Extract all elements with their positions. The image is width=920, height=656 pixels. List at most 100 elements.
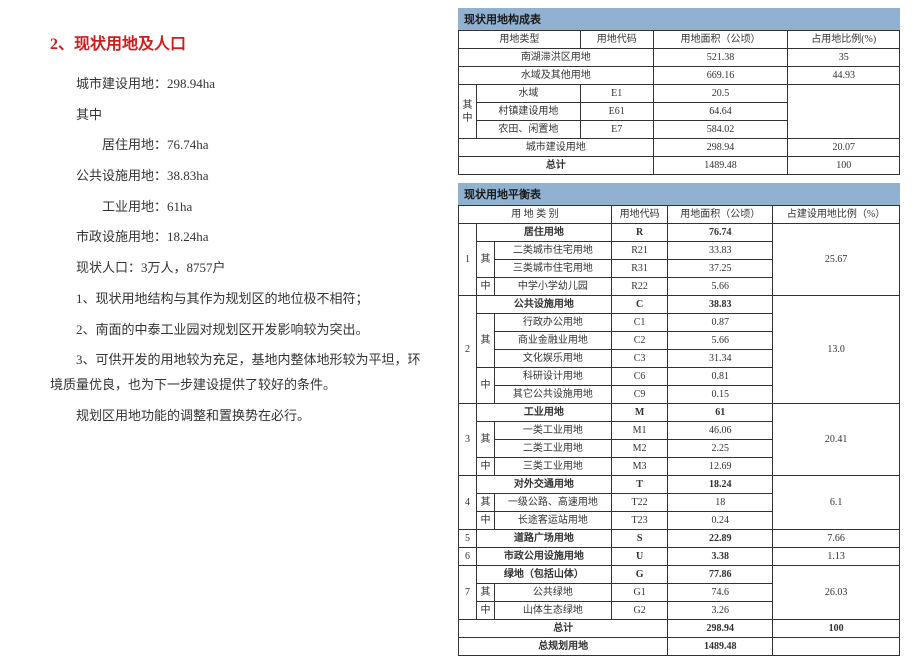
left-text-column: 2、现状用地及人口 城市建设用地：298.94ha 其中 居住用地：76.74h… — [0, 0, 450, 651]
cell-sub-area: 33.83 — [668, 242, 773, 260]
cell-sub-name: 山体生态绿地 — [495, 602, 612, 620]
table-row: 总计 298.94 100 — [459, 620, 900, 638]
cell-sub-code: M1 — [611, 422, 668, 440]
cell-zhong: 中 — [477, 602, 495, 620]
cell-sub-code: M2 — [611, 440, 668, 458]
table-row: 总计 1489.48 100 — [459, 157, 900, 175]
section-title: 2、现状用地及人口 — [50, 30, 430, 54]
cell-sub-code: T23 — [611, 512, 668, 530]
cell-blank — [788, 85, 900, 139]
cell-qi: 其 — [477, 494, 495, 512]
cell-sub-name: 行政办公用地 — [495, 314, 612, 332]
cell-area: 669.16 — [653, 67, 788, 85]
cell-sub-code: G2 — [611, 602, 668, 620]
cell-head-name: 市政公用设施用地 — [477, 548, 612, 566]
cell-sub-name: 公共绿地 — [495, 584, 612, 602]
col-area: 用地面积（公顷） — [668, 206, 773, 224]
line-residential: 居住用地：76.74ha — [50, 133, 430, 158]
table-row: 城市建设用地 298.94 20.07 — [459, 139, 900, 157]
line-which: 其中 — [50, 103, 430, 128]
cell-total-area: 1489.48 — [653, 157, 788, 175]
cell-sub-code: G1 — [611, 584, 668, 602]
col-pct: 占建设用地比例（%） — [773, 206, 900, 224]
cell-sub-code: C1 — [611, 314, 668, 332]
table-row: 南湖滞洪区用地 521.38 35 — [459, 49, 900, 67]
cell-name: 农田、闲置地 — [477, 121, 581, 139]
cell-sub-code: M3 — [611, 458, 668, 476]
table-row: 水域及其他用地 669.16 44.93 — [459, 67, 900, 85]
cell-head-area: 77.86 — [668, 566, 773, 584]
cell-idx: 7 — [459, 566, 477, 620]
cell-area: 64.64 — [653, 103, 788, 121]
col-type: 用 地 类 别 — [459, 206, 612, 224]
cell-code: E7 — [580, 121, 653, 139]
cell-sub-code: R31 — [611, 260, 668, 278]
cell-pct: 25.67 — [773, 224, 900, 296]
cell-idx: 2 — [459, 296, 477, 404]
table-row: 用 地 类 别 用地代码 用地面积（公顷） 占建设用地比例（%） — [459, 206, 900, 224]
cell-head-area: 3.38 — [668, 548, 773, 566]
cell-sub-area: 3.26 — [668, 602, 773, 620]
cell-sub-area: 18 — [668, 494, 773, 512]
cell-code: E61 — [580, 103, 653, 121]
table-row: 5道路广场用地S22.897.66 — [459, 530, 900, 548]
cell-pct: 20.07 — [788, 139, 900, 157]
cell-name: 南湖滞洪区用地 — [459, 49, 654, 67]
cell-pct: 26.03 — [773, 566, 900, 620]
table-row: 6市政公用设施用地U3.381.13 — [459, 548, 900, 566]
table-row: 总规划用地 1489.48 — [459, 638, 900, 656]
table1-title: 现状用地构成表 — [458, 8, 900, 30]
cell-pct: 6.1 — [773, 476, 900, 530]
cell-sub-name: 科研设计用地 — [495, 368, 612, 386]
cell-pct: 44.93 — [788, 67, 900, 85]
para-1: 1、现状用地结构与其作为规划区的地位极不相符； — [50, 287, 430, 312]
cell-sub-area: 0.81 — [668, 368, 773, 386]
cell-sub-area: 2.25 — [668, 440, 773, 458]
cell-head-name: 道路广场用地 — [477, 530, 612, 548]
table-row: 2公共设施用地C38.8313.0 — [459, 296, 900, 314]
cell-qi: 其 — [477, 242, 495, 278]
col-type: 用地类型 — [459, 31, 581, 49]
cell-head-code: U — [611, 548, 668, 566]
cell-zhong: 中 — [477, 368, 495, 404]
cell-sub-area: 31.34 — [668, 350, 773, 368]
cell-qi: 其 — [477, 584, 495, 602]
cell-qi: 其 — [477, 422, 495, 458]
cell-sub-area: 37.25 — [668, 260, 773, 278]
cell-sub-area: 74.6 — [668, 584, 773, 602]
cell-pct: 35 — [788, 49, 900, 67]
cell-name: 城市建设用地 — [459, 139, 654, 157]
para-4: 规划区用地功能的调整和置换势在必行。 — [50, 404, 430, 429]
cell-sum1-pct: 100 — [773, 620, 900, 638]
line-public: 公共设施用地：38.83ha — [50, 164, 430, 189]
table-row: 1居住用地R76.7425.67 — [459, 224, 900, 242]
cell-sub-name: 文化娱乐用地 — [495, 350, 612, 368]
cell-pct: 13.0 — [773, 296, 900, 404]
cell-sub-area: 46.06 — [668, 422, 773, 440]
balance-table: 用 地 类 别 用地代码 用地面积（公顷） 占建设用地比例（%） 1居住用地R7… — [458, 205, 900, 656]
cell-head-code: M — [611, 404, 668, 422]
cell-area: 521.38 — [653, 49, 788, 67]
cell-area: 584.02 — [653, 121, 788, 139]
cell-head-name: 工业用地 — [477, 404, 612, 422]
cell-sub-area: 5.66 — [668, 332, 773, 350]
cell-sub-name: 一级公路、高速用地 — [495, 494, 612, 512]
cell-head-name: 对外交通用地 — [477, 476, 612, 494]
cell-sub-name: 长途客运站用地 — [495, 512, 612, 530]
cell-sub-area: 0.24 — [668, 512, 773, 530]
cell-area: 298.94 — [653, 139, 788, 157]
cell-area: 20.5 — [653, 85, 788, 103]
table-row: 3工业用地M6120.41 — [459, 404, 900, 422]
cell-code: E1 — [580, 85, 653, 103]
col-code: 用地代码 — [611, 206, 668, 224]
cell-idx: 3 — [459, 404, 477, 476]
cell-sub-code: C3 — [611, 350, 668, 368]
cell-head-name: 居住用地 — [477, 224, 612, 242]
cell-pct: 20.41 — [773, 404, 900, 476]
col-pct: 占用地比例(%) — [788, 31, 900, 49]
cell-sub-name: 三类工业用地 — [495, 458, 612, 476]
cell-sum1-label: 总计 — [459, 620, 668, 638]
table-row: 4对外交通用地T18.246.1 — [459, 476, 900, 494]
cell-head-area: 38.83 — [668, 296, 773, 314]
cell-zhong: 中 — [477, 278, 495, 296]
